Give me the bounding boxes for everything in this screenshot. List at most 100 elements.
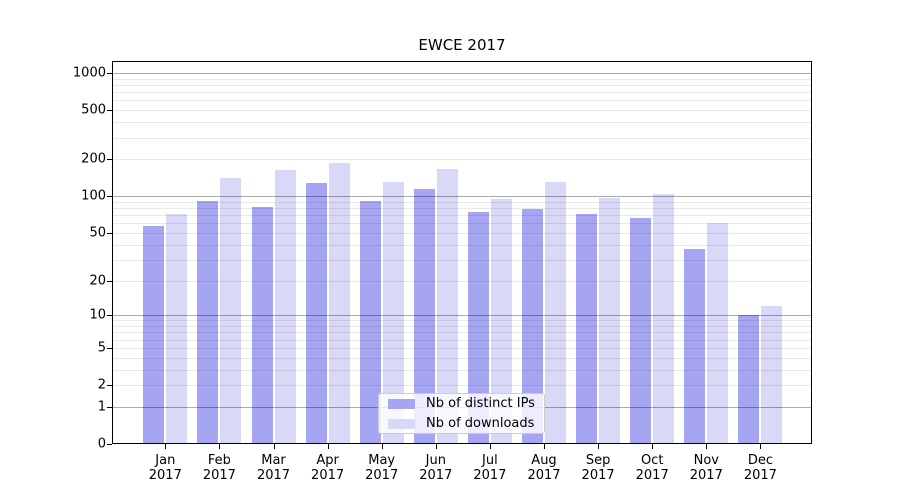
gridline-major	[112, 72, 812, 74]
x-tick	[489, 444, 491, 449]
x-tick-label: Nov 2017	[689, 453, 723, 483]
legend-item-downloads: Nb of downloads	[388, 416, 535, 431]
y-tick-label: 5	[97, 340, 106, 356]
x-tick	[706, 444, 708, 449]
legend-item-distinct-ips: Nb of distinct IPs	[388, 396, 535, 411]
y-tick-label: 2	[97, 377, 106, 393]
x-tick	[598, 444, 600, 449]
bar-downloads	[653, 194, 675, 444]
x-tick	[381, 444, 383, 449]
bar-downloads	[166, 213, 188, 444]
gridline-minor	[112, 100, 812, 102]
x-tick	[652, 444, 654, 449]
y-tick	[107, 232, 112, 234]
bar-downloads	[599, 198, 621, 444]
y-tick-label: 0	[97, 436, 106, 452]
bar-distinct-ips	[143, 225, 165, 444]
bar-downloads	[490, 198, 512, 444]
y-tick	[107, 159, 112, 161]
bar-downloads	[328, 163, 350, 444]
bar-distinct-ips	[684, 248, 706, 444]
gridline-minor	[112, 332, 812, 334]
legend-label-distinct-ips: Nb of distinct IPs	[426, 396, 535, 411]
x-tick-label: Oct 2017	[635, 453, 669, 483]
gridline-minor	[112, 232, 812, 234]
gridline-minor	[112, 159, 812, 161]
y-tick-label: 50	[89, 225, 106, 241]
legend-swatch-distinct-ips	[388, 398, 415, 409]
bar-distinct-ips	[522, 209, 543, 444]
bar-downloads	[274, 170, 296, 444]
y-tick-label: 10	[89, 307, 106, 323]
y-tick-label: 20	[89, 273, 106, 288]
x-tick-label: Mar 2017	[256, 453, 291, 483]
bar-downloads	[382, 182, 404, 444]
gridline-minor	[112, 223, 812, 225]
gridline-minor	[112, 84, 812, 86]
gridline-minor	[112, 122, 812, 124]
bar-downloads	[707, 223, 729, 444]
x-tick-label: Jun 2017	[419, 453, 453, 483]
gridline-minor	[112, 357, 812, 359]
gridline-minor	[112, 347, 812, 349]
x-tick	[219, 444, 221, 449]
y-tick	[107, 280, 112, 282]
x-tick-label: Dec 2017	[743, 453, 777, 483]
gridline-minor	[112, 385, 812, 386]
gridline-minor	[112, 259, 812, 261]
y-tick	[107, 444, 112, 445]
bar-distinct-ips	[413, 188, 435, 444]
gridline-minor	[112, 339, 812, 341]
y-tick-label: 200	[81, 151, 106, 167]
gridline-minor	[112, 244, 812, 246]
gridline-minor	[112, 369, 812, 371]
gridline-major	[112, 196, 812, 198]
legend-swatch-downloads	[388, 418, 415, 429]
gridline-minor	[112, 110, 812, 112]
bar-distinct-ips	[197, 200, 219, 444]
gridline-minor	[112, 326, 812, 327]
x-tick-label: Jul 2017	[473, 453, 507, 483]
y-tick-label: 500	[81, 102, 106, 118]
y-tick-label: 1000	[72, 65, 106, 81]
bar-distinct-ips	[630, 218, 652, 444]
x-tick	[435, 444, 437, 449]
bar-downloads	[436, 169, 458, 444]
gridline-minor	[112, 78, 812, 80]
y-tick	[107, 315, 112, 317]
x-tick	[165, 444, 167, 449]
y-tick	[107, 406, 112, 408]
y-tick	[107, 110, 112, 112]
bar-downloads	[545, 182, 566, 444]
bar-downloads	[761, 306, 783, 444]
gridline-minor	[112, 201, 812, 203]
chart-title: EWCE 2017	[418, 36, 506, 54]
x-tick	[327, 444, 329, 449]
x-tick-label: Sep 2017	[581, 453, 615, 483]
bar-distinct-ips	[359, 200, 381, 444]
y-tick	[107, 72, 112, 74]
x-tick-label: May 2017	[365, 453, 399, 483]
y-tick-label: 1	[97, 399, 106, 415]
bar-downloads	[220, 178, 242, 444]
y-tick	[107, 385, 112, 386]
x-tick	[760, 444, 762, 449]
x-tick-label: Feb 2017	[202, 453, 236, 483]
gridline-minor	[112, 92, 812, 94]
bar-distinct-ips	[576, 213, 598, 444]
gridline-minor	[112, 137, 812, 139]
gridline-major	[112, 315, 812, 317]
x-tick-label: Aug 2017	[527, 453, 561, 483]
gridline-minor	[112, 215, 812, 217]
x-tick	[273, 444, 275, 449]
y-tick-label: 100	[81, 188, 106, 204]
bar-distinct-ips	[305, 183, 327, 444]
gridline-minor	[112, 208, 812, 210]
bar-distinct-ips	[467, 212, 489, 444]
y-tick	[107, 347, 112, 349]
x-tick-label: Apr 2017	[311, 453, 345, 483]
x-tick	[544, 444, 545, 449]
bar-distinct-ips	[251, 206, 273, 444]
bar-distinct-ips	[738, 315, 760, 444]
